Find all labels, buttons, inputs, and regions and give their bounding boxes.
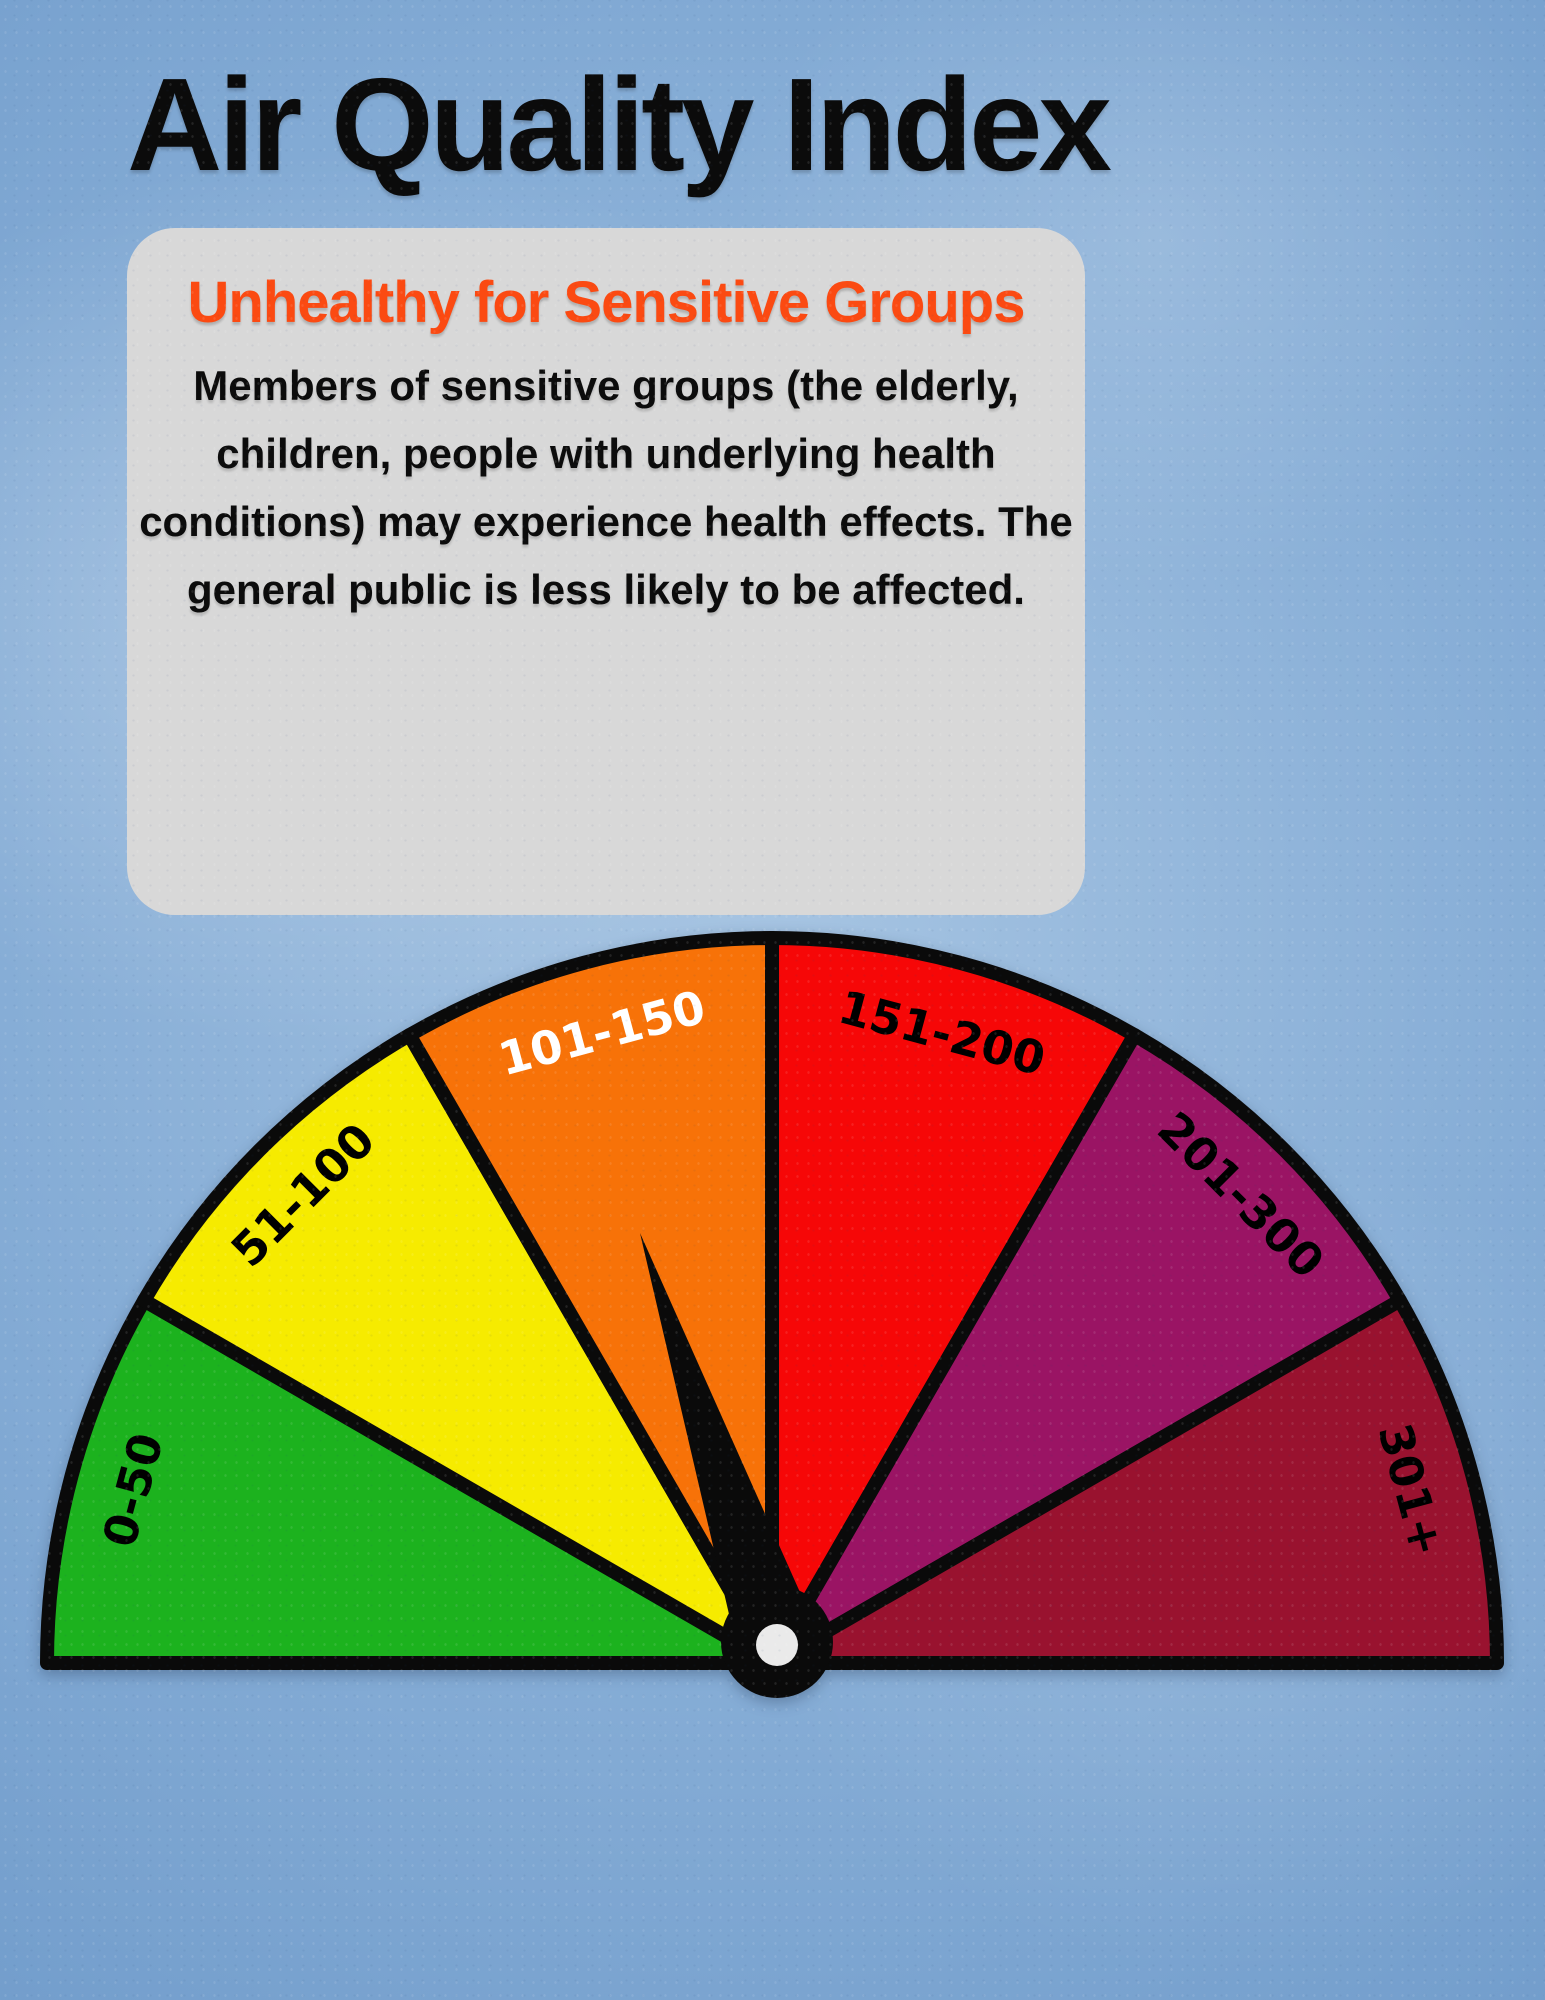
needle-hub-dot xyxy=(756,1624,798,1666)
gauge-segment-301plus xyxy=(765,1293,1504,1670)
aqi-gauge: 0-50 51-100 101-150 151-200 201-300 301+ xyxy=(40,931,1504,1698)
gauge-needle xyxy=(640,1233,833,1698)
gauge-segments xyxy=(40,931,1504,1670)
gauge-segment-0-50 xyxy=(40,1293,779,1670)
page-title: Air Quality Index xyxy=(127,51,1112,198)
gauge-segment-151-200 xyxy=(765,931,1142,1670)
gauge-segment-201-300 xyxy=(765,1028,1407,1670)
category-heading: Unhealthy for Sensitive Groups xyxy=(187,270,1026,335)
gauge-segment-51-100 xyxy=(137,1028,779,1670)
needle-pointer xyxy=(640,1233,815,1657)
gauge-segment-101-150 xyxy=(402,931,779,1670)
category-description: Members of sensitive groups (the elderly… xyxy=(139,361,1073,613)
category-card: Unhealthy for Sensitive Groups Members o… xyxy=(127,228,1085,915)
